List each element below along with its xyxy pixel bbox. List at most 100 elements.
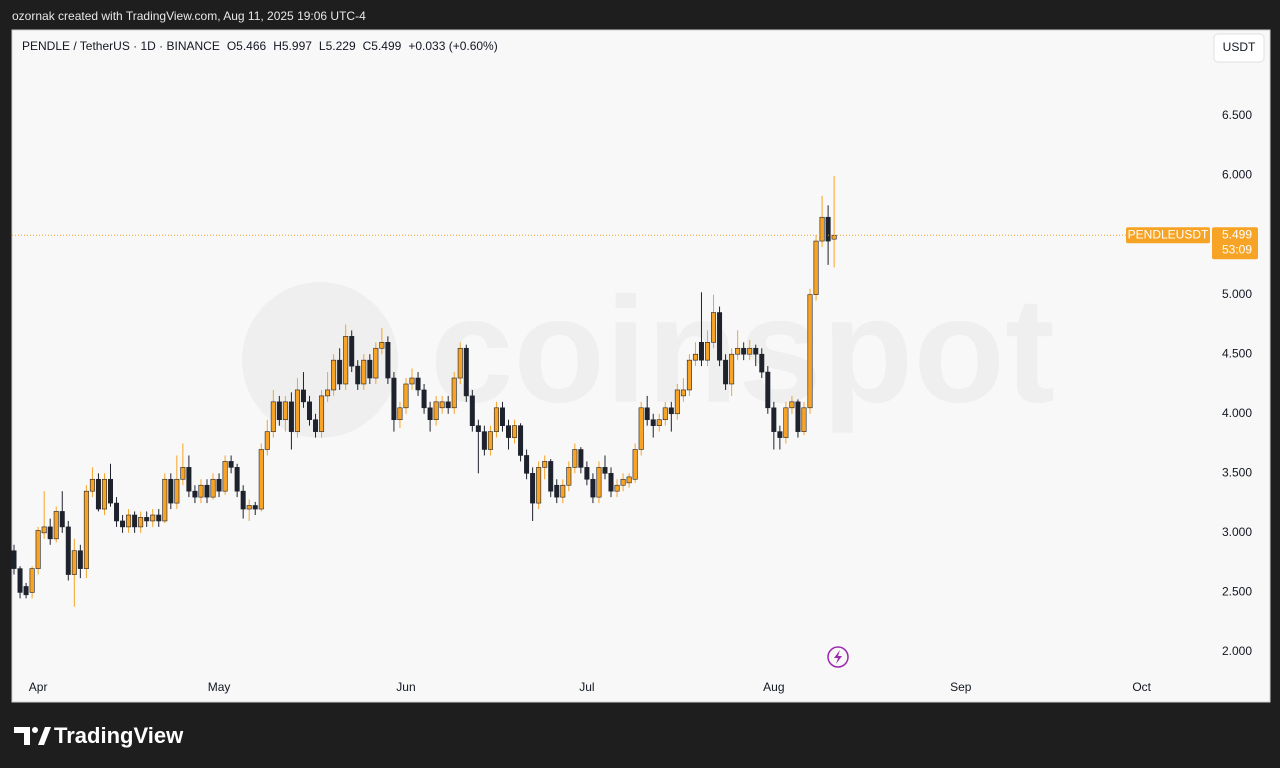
candle-body — [355, 365, 361, 385]
x-tick-label: Jun — [396, 680, 415, 694]
x-tick-label: Aug — [763, 680, 784, 694]
candle-body — [439, 401, 445, 409]
x-tick-label: Jul — [579, 680, 594, 694]
candle-body — [337, 359, 343, 385]
event-icon — [827, 646, 849, 668]
candle-body — [325, 389, 331, 397]
logo-dot — [32, 727, 38, 733]
candle-body — [656, 419, 662, 426]
candle-body — [409, 377, 415, 385]
candle-body — [306, 401, 312, 421]
candle-body — [300, 389, 306, 403]
candle-body — [126, 514, 132, 528]
candle-body — [89, 478, 95, 492]
candle-body — [717, 312, 723, 361]
candle-body — [632, 449, 638, 480]
candle-body — [771, 407, 777, 432]
currency-button-label[interactable]: USDT — [1223, 40, 1256, 54]
candle-body — [530, 473, 536, 504]
candle-body — [554, 484, 560, 498]
candle-body — [626, 476, 632, 484]
candle-body — [518, 425, 524, 456]
candle-body — [403, 383, 409, 409]
candle-body — [596, 467, 602, 498]
candle-body — [361, 359, 367, 385]
candle-body — [499, 407, 505, 426]
candle-body — [132, 514, 138, 528]
candle-body — [711, 312, 717, 343]
candle-body — [108, 478, 114, 504]
candle-body — [759, 353, 765, 373]
candle-body — [735, 347, 741, 355]
candle-body — [614, 484, 620, 492]
candle-body — [463, 347, 469, 397]
candle-body — [819, 216, 825, 242]
y-tick-label: 2.000 — [1222, 644, 1252, 658]
candle-body — [53, 511, 59, 540]
candle-body — [831, 234, 837, 240]
candle-body — [258, 449, 264, 510]
candle-body — [210, 478, 216, 498]
candle-body — [680, 389, 686, 397]
candle-body — [445, 401, 451, 409]
candle-body — [65, 526, 71, 575]
candle-body — [331, 359, 337, 391]
candle-body — [433, 401, 439, 421]
candle-body — [783, 407, 789, 438]
candle-body — [77, 550, 83, 569]
candle-body — [343, 336, 349, 385]
legend-change: +0.033 (+0.60%) — [408, 39, 498, 53]
x-tick-label: Sep — [950, 680, 972, 694]
candle-body — [795, 401, 801, 432]
candle-body — [505, 425, 511, 438]
brand-logo — [14, 727, 51, 745]
x-tick-label: Apr — [29, 680, 48, 694]
candle-body — [584, 467, 590, 480]
legend-open: O5.466 — [226, 39, 267, 53]
candle-body — [572, 449, 578, 468]
candle-body — [560, 484, 566, 498]
candles — [11, 175, 837, 607]
candle-body — [686, 359, 692, 391]
candle-body — [162, 478, 168, 522]
candle-body — [29, 568, 35, 593]
y-tick-label: 4.500 — [1222, 346, 1252, 360]
countdown: 53:09 — [1222, 242, 1252, 256]
y-tick-label: 4.000 — [1222, 406, 1252, 420]
x-tick-label: Oct — [1132, 680, 1151, 694]
candle-body — [234, 467, 240, 492]
price-tag: PENDLEUSDT — [1128, 227, 1209, 241]
candle-body — [620, 478, 626, 486]
candle-body — [180, 467, 186, 480]
candle-body — [276, 401, 282, 421]
candle-body — [288, 401, 294, 432]
candle-body — [222, 461, 228, 492]
candle-body — [813, 240, 819, 295]
candle-body — [156, 514, 162, 522]
y-tick-label: 3.500 — [1222, 465, 1252, 479]
candle-body — [391, 377, 397, 421]
brand: TradingView — [54, 723, 184, 748]
candle-body — [807, 294, 813, 409]
y-tick-label: 6.000 — [1222, 168, 1252, 182]
candle-body — [252, 505, 258, 510]
candle-body — [144, 517, 150, 522]
event-circle — [827, 646, 849, 668]
candle-body — [367, 359, 373, 379]
candle-body — [524, 455, 530, 474]
candle-body — [397, 407, 403, 421]
logo-slash — [38, 727, 51, 745]
candle-body — [228, 461, 234, 468]
candle-body — [536, 467, 542, 504]
candle-body — [174, 478, 180, 504]
candle-body — [83, 490, 89, 569]
candle-body — [95, 478, 101, 510]
candle-body — [246, 505, 252, 510]
candle-body — [11, 550, 17, 569]
candle-body — [801, 407, 807, 432]
currency-button[interactable] — [1213, 33, 1265, 63]
candle-body — [638, 407, 644, 450]
y-tick-label: 2.500 — [1222, 585, 1252, 599]
candle-body — [114, 502, 120, 522]
